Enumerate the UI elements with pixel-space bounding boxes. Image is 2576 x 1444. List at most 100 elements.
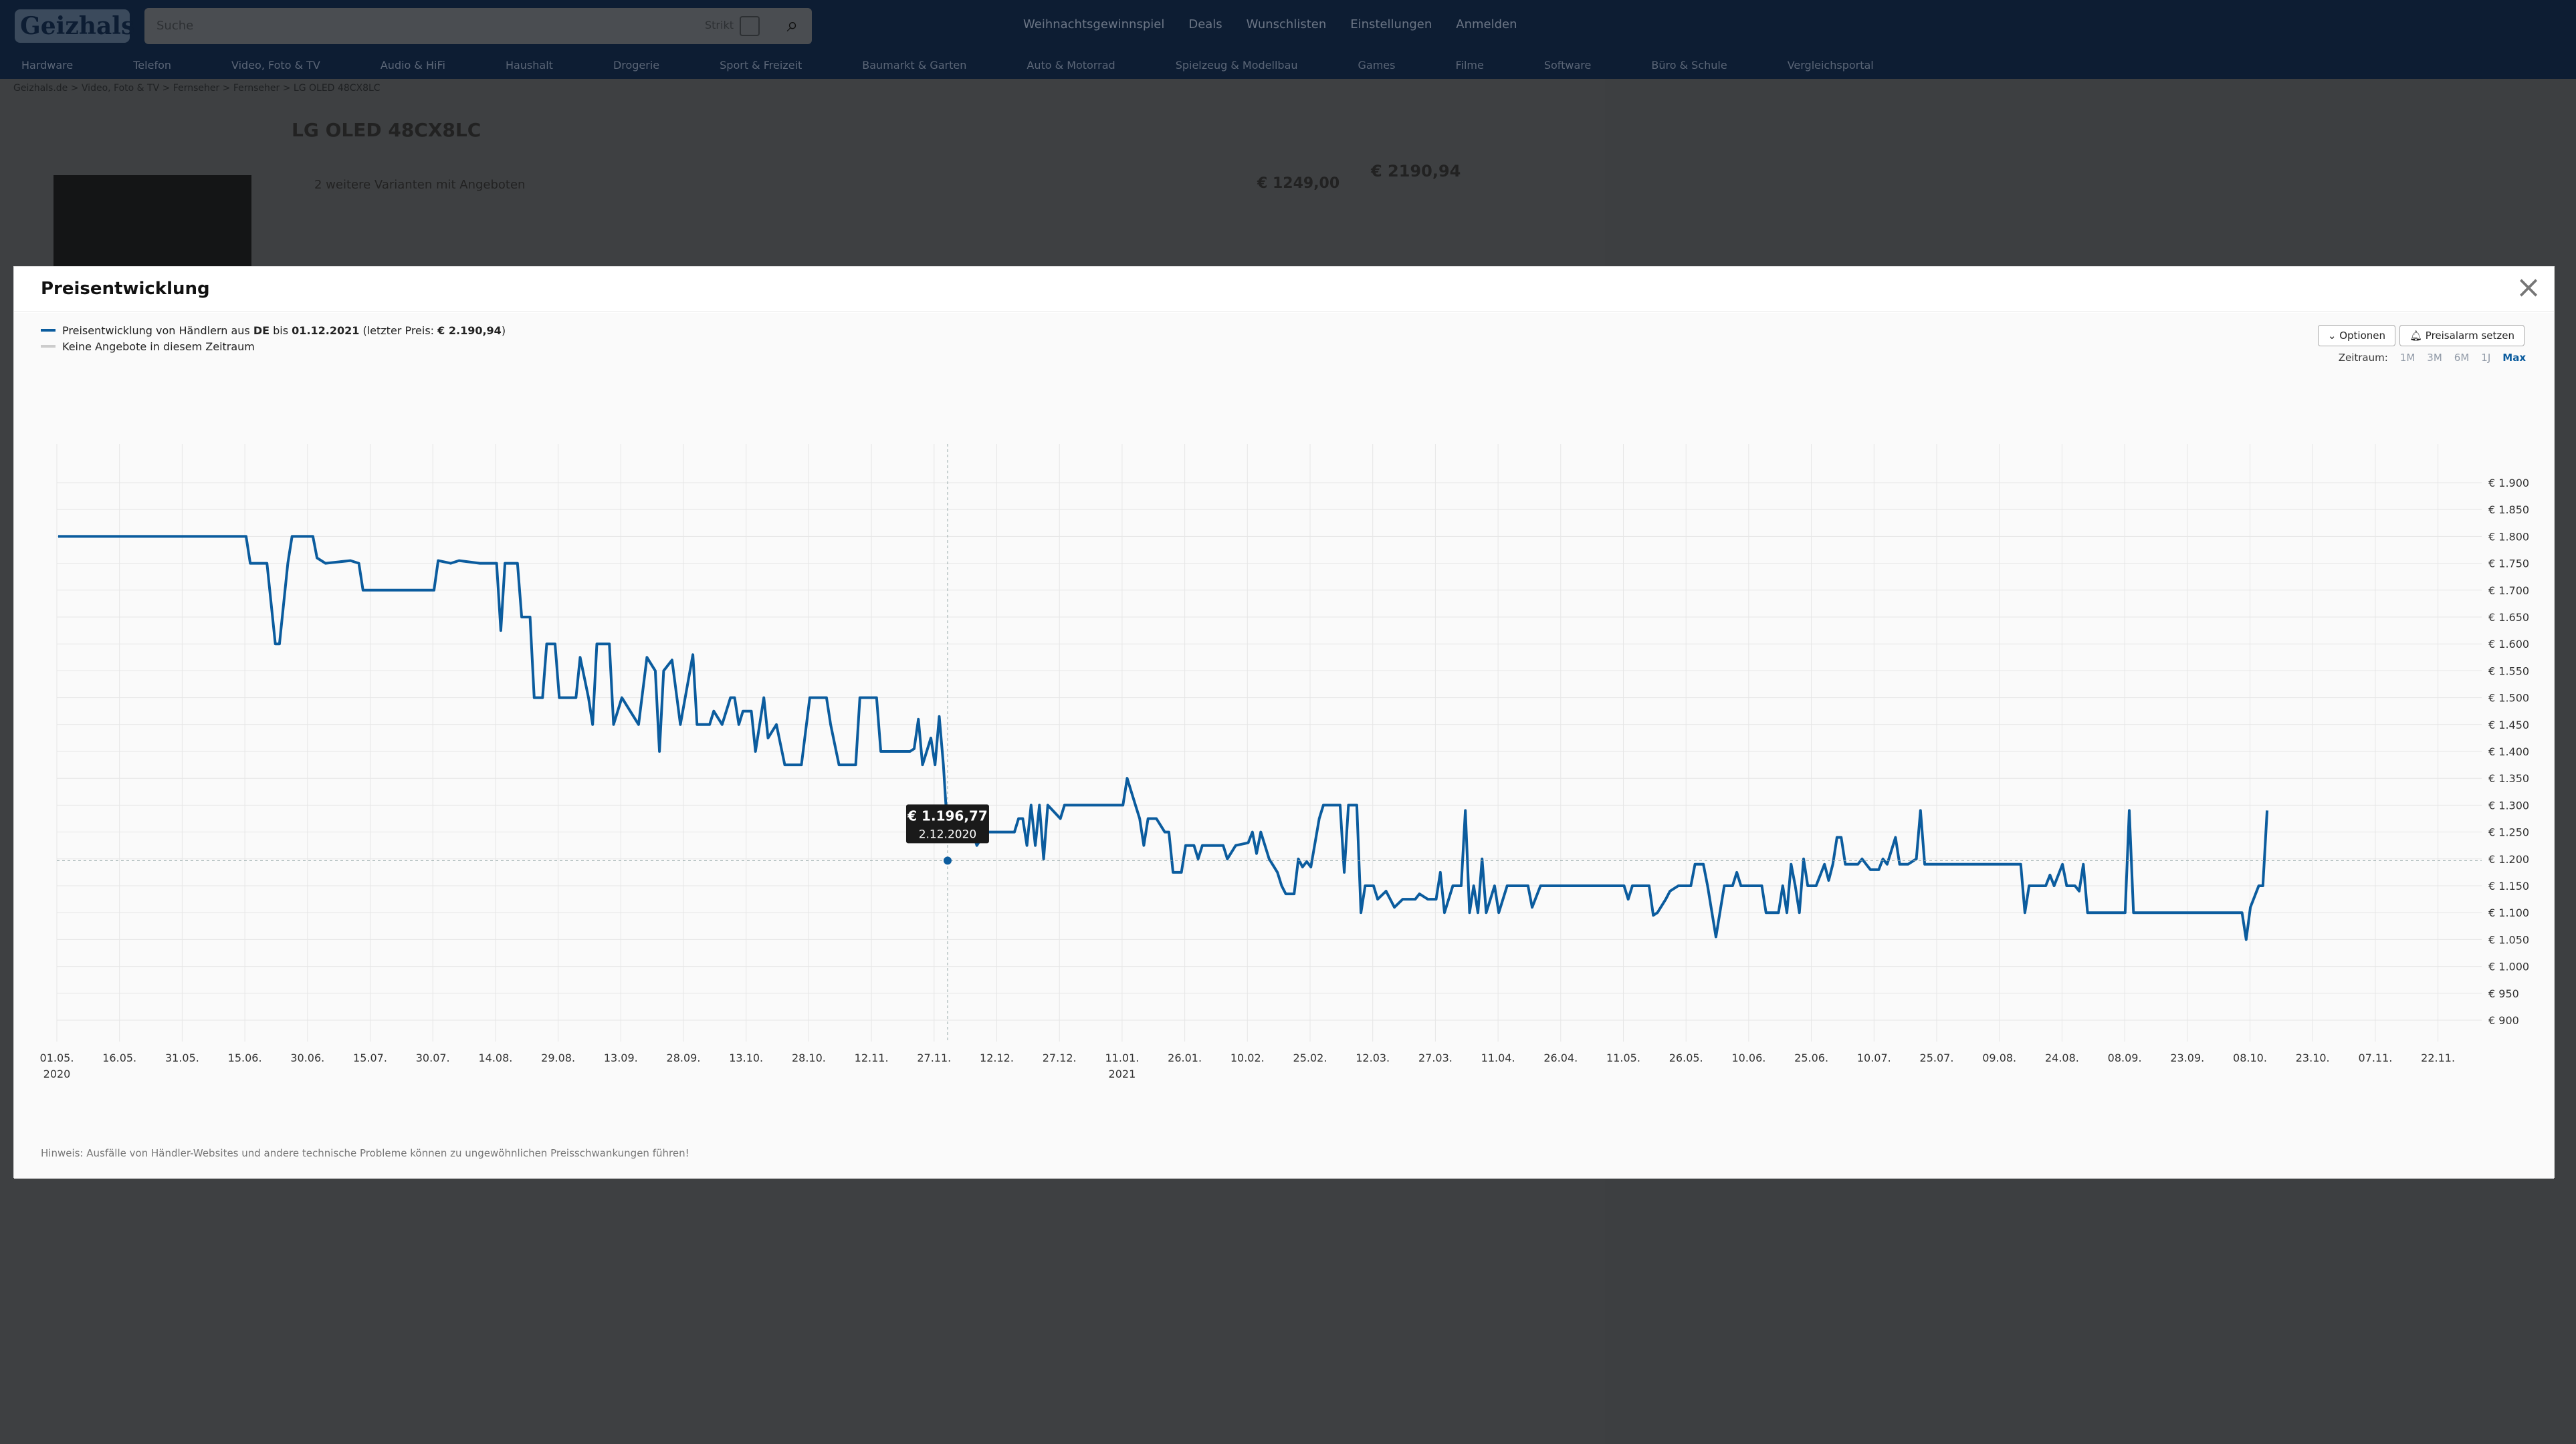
price-chart[interactable]: € 900 € 950 € 1.000 € 1.050 € 1.100 € 1.150 € … [14, 373, 2555, 1108]
y-tick-label: € 1.200 [2488, 853, 2529, 866]
hover-point[interactable] [943, 856, 952, 865]
search-scope-label: Strikt [705, 19, 734, 31]
series-line-price[interactable] [58, 535, 2269, 941]
x-tick-label: 24.08. [2045, 1052, 2079, 1064]
y-tick-label: € 1.800 [2488, 530, 2529, 543]
nav-item[interactable]: Video, Foto & TV [231, 59, 320, 72]
modal-body: Preisentwicklung von Händlern aus DE bis… [14, 313, 2554, 1179]
legend-entry-price[interactable]: Preisentwicklung von Händlern aus DE bis… [41, 322, 506, 338]
y-tick-label: € 1.900 [2488, 477, 2529, 489]
y-tick-label: € 1.050 [2488, 933, 2529, 946]
nav-item[interactable]: Auto & Motorrad [1027, 59, 1115, 72]
site-header: Geizhals Suche Strikt ⌕ Weihnachtsgewinn… [0, 0, 2576, 79]
nav-item[interactable]: Telefon [133, 59, 171, 72]
legend-text-price: Preisentwicklung von Händlern aus DE bis… [62, 324, 506, 337]
bell-icon: 🔔︎ [2409, 330, 2426, 342]
close-icon[interactable]: × [2515, 269, 2542, 305]
geizhals-logo[interactable]: Geizhals [15, 9, 134, 43]
y-tick-label: € 1.600 [2488, 638, 2529, 650]
x-tick-label: 26.01. [1168, 1052, 1202, 1064]
x-tick-label: 10.07. [1857, 1052, 1891, 1064]
x-tick-label: 07.11. [2358, 1052, 2392, 1064]
y-tick-label: € 1.350 [2488, 772, 2529, 785]
tooltip-box [905, 804, 989, 844]
header-link-deals[interactable]: Deals [1188, 17, 1222, 31]
x-tick-label: 14.08. [478, 1052, 512, 1064]
price-current: € 1249,00 [1257, 175, 1340, 192]
x-tick-label: 11.01. [1105, 1052, 1139, 1064]
x-tick-label: 30.07. [416, 1052, 450, 1064]
x-tick-label: 27.11. [917, 1052, 951, 1064]
legend-swatch-price [41, 329, 56, 332]
y-tick-label: € 1.100 [2488, 907, 2529, 919]
header-links: Weihnachtsgewinnspiel Deals Wunschlisten… [1023, 17, 1517, 31]
nav-item[interactable]: Software [1543, 59, 1592, 72]
x-tick-label: 16.05. [102, 1052, 136, 1064]
y-tick-label: € 1.550 [2488, 665, 2529, 677]
timerange-6m[interactable]: 6M [2454, 352, 2470, 364]
x-tick-label: 25.06. [1794, 1052, 1828, 1064]
timerange-1j[interactable]: 1J [2481, 352, 2491, 364]
y-tick-label: € 900 [2488, 1014, 2519, 1027]
nav-item[interactable]: Filme [1455, 59, 1484, 72]
x-tick-label: 22.11. [2421, 1052, 2455, 1064]
x-tick-label: 13.09. [604, 1052, 638, 1064]
x-tick-label: 30.06. [290, 1052, 324, 1064]
chevron-down-icon: ⌄ [2327, 330, 2340, 342]
header-link-wunschlisten[interactable]: Wunschlisten [1246, 17, 1327, 31]
legend-entry-no-offers[interactable]: Keine Angebote in diesem Zeitraum [41, 338, 506, 354]
timerange-max[interactable]: Max [2502, 352, 2526, 364]
x-tick-label: 25.02. [1293, 1052, 1327, 1064]
x-year-label: 2020 [43, 1068, 71, 1080]
nav-item[interactable]: Haushalt [505, 59, 553, 72]
y-tick-label: € 1.000 [2488, 961, 2529, 973]
tooltip-date: 2.12.2020 [919, 828, 977, 841]
y-tick-label: € 1.500 [2488, 692, 2529, 705]
nav-item[interactable]: Games [1358, 59, 1396, 72]
search-placeholder: Suche [156, 19, 194, 33]
chart-footnote: Hinweis: Ausfälle von Händler-Websites u… [41, 1147, 689, 1159]
strict-checkbox[interactable] [740, 16, 760, 36]
product-title: LG OLED 48CX8LC [292, 119, 481, 141]
x-tick-label: 27.03. [1418, 1052, 1453, 1064]
header-link-gewinnspiel[interactable]: Weihnachtsgewinnspiel [1023, 17, 1165, 31]
x-tick-label: 15.06. [228, 1052, 262, 1064]
x-tick-label: 12.11. [855, 1052, 889, 1064]
nav-item[interactable]: Vergleichsportal [1787, 59, 1874, 72]
nav-item[interactable]: Büro & Schule [1651, 59, 1727, 72]
nav-item[interactable]: Drogerie [613, 59, 660, 72]
nav-item[interactable]: Spielzeug & Modellbau [1175, 59, 1298, 72]
timerange-1m[interactable]: 1M [2399, 352, 2416, 364]
x-tick-label: 15.07. [353, 1052, 387, 1064]
breadcrumb[interactable]: Geizhals.de > Video, Foto & TV > Fernseh… [13, 83, 381, 94]
nav-item[interactable]: Sport & Freizeit [720, 59, 802, 72]
chart-legend: Preisentwicklung von Händlern aus DE bis… [41, 322, 506, 354]
x-tick-label: 23.10. [2296, 1052, 2330, 1064]
x-tick-label: 26.04. [1543, 1052, 1578, 1064]
price-alarm-button[interactable]: 🔔︎ Preisalarm setzen [2399, 325, 2525, 346]
options-button[interactable]: ⌄ Optionen [2317, 325, 2395, 346]
x-tick-label: 01.05. [40, 1052, 74, 1064]
y-tick-label: € 1.450 [2488, 719, 2529, 731]
y-tick-label: € 1.650 [2488, 611, 2529, 624]
nav-item[interactable]: Baumarkt & Garten [862, 59, 967, 72]
search-icon[interactable]: ⌕ [786, 13, 798, 37]
x-tick-label: 31.05. [165, 1052, 199, 1064]
header-link-anmelden[interactable]: Anmelden [1456, 17, 1517, 31]
header-link-einstellungen[interactable]: Einstellungen [1350, 17, 1432, 31]
x-tick-label: 12.03. [1356, 1052, 1390, 1064]
x-tick-label: 13.10. [729, 1052, 763, 1064]
search-field[interactable]: Suche Strikt ⌕ [144, 8, 812, 44]
x-tick-label: 25.07. [1920, 1052, 1954, 1064]
y-tick-label: € 1.400 [2488, 745, 2529, 758]
x-tick-label: 10.06. [1731, 1052, 1765, 1064]
x-tick-label: 08.09. [2108, 1052, 2142, 1064]
variants-link[interactable]: 2 weitere Varianten mit Angeboten [314, 178, 526, 192]
nav-item[interactable]: Hardware [21, 59, 74, 72]
x-tick-label: 12.12. [980, 1052, 1014, 1064]
legend-text-no-offers: Keine Angebote in diesem Zeitraum [62, 340, 255, 353]
nav-item[interactable]: Audio & HiFi [380, 59, 445, 72]
timerange-3m[interactable]: 3M [2427, 352, 2442, 364]
y-tick-label: € 1.850 [2488, 503, 2529, 516]
price-history-modal: Preisentwicklung × Preisentwicklung von … [13, 266, 2555, 1179]
